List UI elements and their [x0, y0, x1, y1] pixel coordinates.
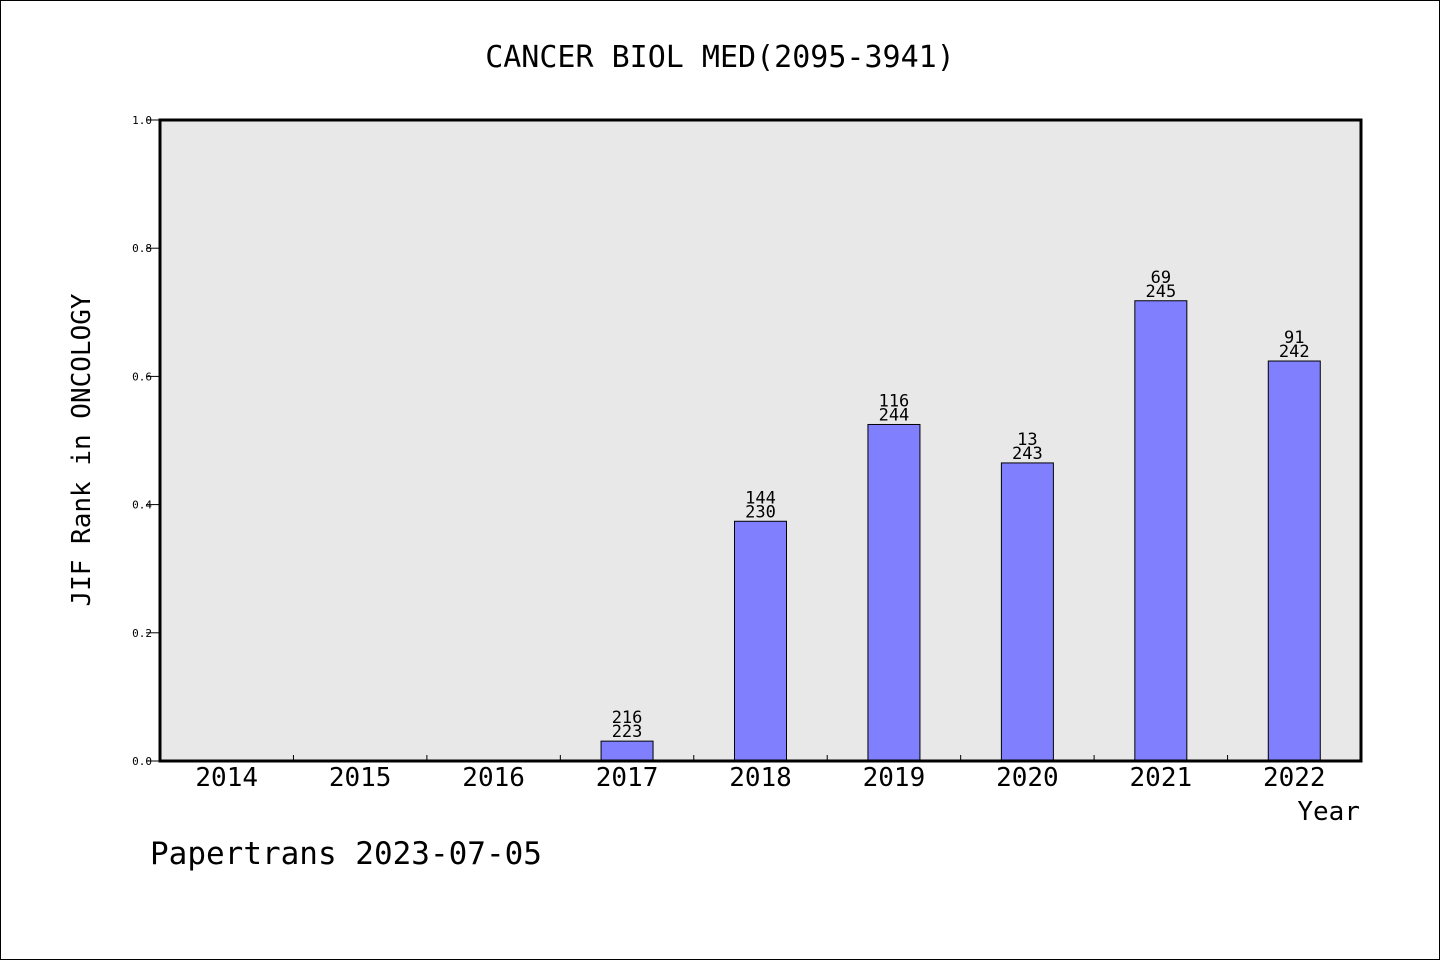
- x-tick-label: 2014: [195, 763, 258, 793]
- bar-label-total: 242: [1279, 342, 1310, 362]
- y-tick-label: 0.4: [132, 499, 152, 512]
- bar-label-rank: 91: [1284, 328, 1304, 348]
- bar-label-rank: 13: [1017, 430, 1037, 450]
- bar-label-rank: 144: [745, 488, 776, 508]
- bar-2019: [867, 423, 921, 762]
- x-tick-label: 2016: [462, 763, 525, 793]
- x-tick-label: 2021: [1130, 763, 1193, 793]
- bar-label-rank: 116: [879, 391, 910, 411]
- plot-area: 0.0 0.2 0.4 0.6 0.8 1.0 2014 2015 2016 2017 216223…: [132, 114, 1363, 793]
- bar-label-rank: 216: [612, 708, 643, 728]
- y-axis-label: JIF Rank in ONCOLOGY: [67, 293, 97, 606]
- bar-2022: [1267, 360, 1321, 762]
- x-tick-label: 2015: [329, 763, 392, 793]
- y-tick-label: 0.2: [132, 627, 152, 640]
- bar-label-total: 243: [1012, 444, 1043, 464]
- bar-label-total: 230: [745, 502, 776, 522]
- bar-2021: [1134, 300, 1188, 762]
- x-tick-label: 2018: [729, 763, 792, 793]
- x-axis-label: Year: [1297, 797, 1360, 827]
- bar-2017: [600, 740, 654, 762]
- plot-border: [158, 118, 1363, 763]
- bar-label-total: 245: [1145, 282, 1176, 302]
- bar-label-total: 244: [879, 405, 910, 425]
- chart-title: CANCER BIOL MED(2095-3941): [485, 40, 955, 75]
- bar-2020: [1000, 462, 1054, 762]
- y-tick-label: 1.0: [132, 114, 152, 127]
- bar-label-rank: 69: [1151, 268, 1171, 288]
- footer-text: Papertrans 2023-07-05: [150, 836, 542, 872]
- x-tick-label: 2019: [863, 763, 926, 793]
- y-tick-label: 0.0: [132, 755, 152, 768]
- x-tick-label: 2022: [1263, 763, 1326, 793]
- x-tick-label: 2017: [596, 763, 659, 793]
- x-tick-label: 2020: [996, 763, 1059, 793]
- y-tick-label: 0.6: [132, 370, 152, 383]
- bar-2018: [734, 520, 787, 762]
- y-tick-label: 0.8: [132, 242, 152, 255]
- bar-label-total: 223: [612, 722, 643, 742]
